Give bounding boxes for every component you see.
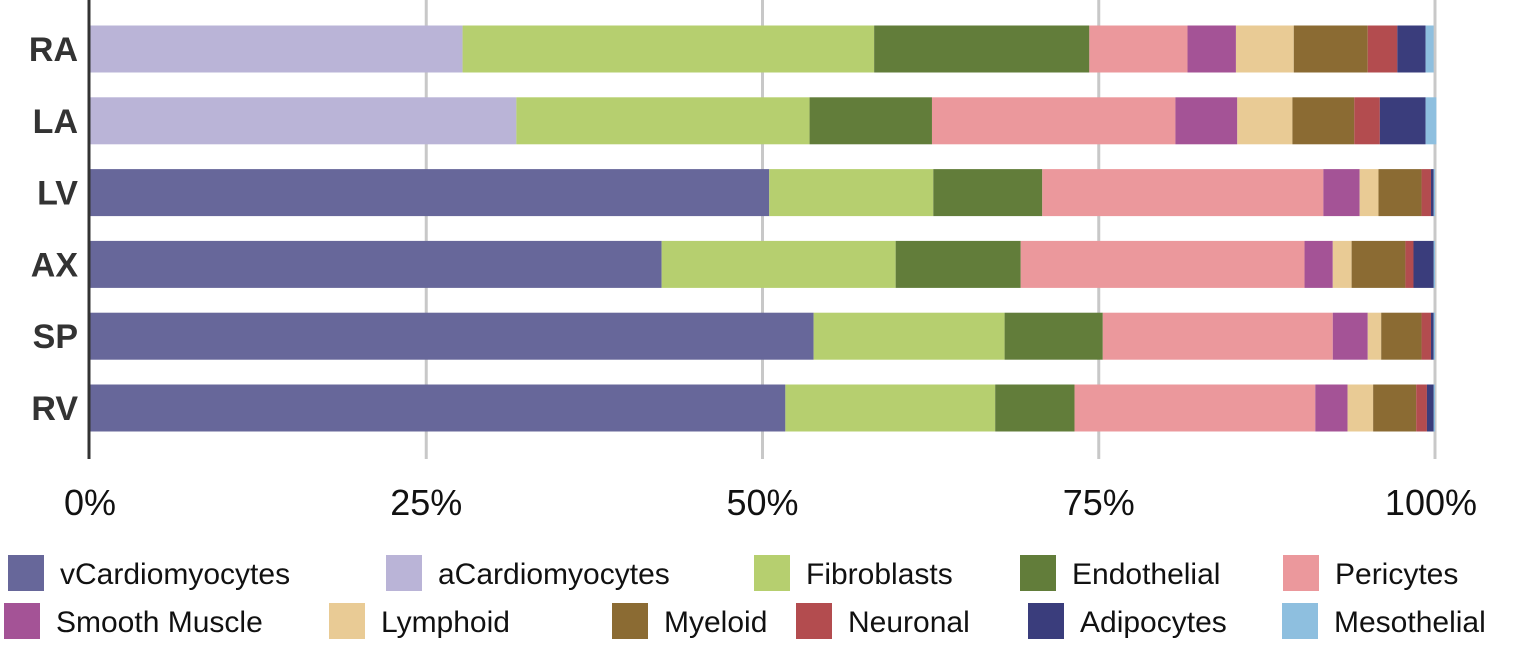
bar-segment bbox=[1373, 384, 1417, 432]
bar-segment bbox=[1332, 240, 1352, 288]
bar-segment bbox=[874, 25, 1090, 73]
bar-segment bbox=[1430, 312, 1434, 360]
legend-swatch bbox=[4, 603, 40, 639]
bar-segment bbox=[90, 25, 463, 73]
bar-segment bbox=[1433, 384, 1435, 432]
bar-segment bbox=[1102, 312, 1333, 360]
bar-segment bbox=[1413, 240, 1434, 288]
bar-segment bbox=[813, 312, 1005, 360]
bar-segment bbox=[933, 169, 1043, 217]
y-category-label: LV bbox=[37, 175, 78, 213]
legend-swatch bbox=[612, 603, 648, 639]
x-tick-label: 75% bbox=[1063, 482, 1135, 523]
legend-label: aCardiomyocytes bbox=[438, 558, 670, 591]
y-category-label: LA bbox=[33, 103, 78, 141]
bar-segment bbox=[1074, 384, 1316, 432]
legend-label: Pericytes bbox=[1335, 558, 1458, 591]
bar-segment bbox=[1332, 312, 1368, 360]
legend-swatch bbox=[386, 555, 422, 591]
bar-segment bbox=[1042, 169, 1324, 217]
bars bbox=[90, 25, 1437, 432]
bar-segment bbox=[90, 97, 517, 145]
bar-segment bbox=[895, 240, 1021, 288]
bar-segment bbox=[1235, 25, 1294, 73]
legend-label: Lymphoid bbox=[381, 606, 510, 639]
legend-swatch bbox=[1282, 603, 1318, 639]
bar-segment bbox=[1187, 25, 1236, 73]
bar-segment bbox=[1367, 25, 1398, 73]
bar-segment bbox=[1425, 25, 1434, 73]
bar-segment bbox=[1379, 97, 1426, 145]
y-category-label: AX bbox=[31, 246, 79, 284]
legend-label: Fibroblasts bbox=[806, 558, 953, 591]
legend-swatch bbox=[329, 603, 365, 639]
legend-label: vCardiomyocytes bbox=[60, 558, 290, 591]
legend-label: Adipocytes bbox=[1080, 606, 1227, 639]
axes: 0% 25% 50% 75% 100% RA LA LV AX SP RV bbox=[29, 0, 1477, 523]
bar-segment bbox=[90, 384, 786, 432]
bar-segment bbox=[1020, 240, 1305, 288]
bar-segment bbox=[1351, 240, 1406, 288]
bar-segment bbox=[1397, 25, 1426, 73]
bar-segment bbox=[1315, 384, 1348, 432]
x-tick-label: 25% bbox=[390, 482, 462, 523]
legend-swatch bbox=[796, 603, 832, 639]
bar-segment bbox=[1378, 169, 1422, 217]
legend-label: Endothelial bbox=[1072, 558, 1220, 591]
legend: vCardiomyocytes aCardiomyocytes Fibroblast… bbox=[4, 555, 1486, 639]
bar-segment bbox=[1367, 312, 1382, 360]
legend-swatch bbox=[1283, 555, 1319, 591]
bar-segment bbox=[931, 97, 1176, 145]
bar-segment bbox=[785, 384, 996, 432]
bar-segment bbox=[1405, 240, 1414, 288]
bar-segment bbox=[1347, 384, 1374, 432]
bar-segment bbox=[1381, 312, 1422, 360]
bar-segment bbox=[1323, 169, 1360, 217]
bar-segment bbox=[1421, 312, 1431, 360]
bar-segment bbox=[661, 240, 896, 288]
bar-segment bbox=[90, 312, 814, 360]
bar-segment bbox=[1004, 312, 1103, 360]
x-tick-label: 50% bbox=[726, 482, 798, 523]
legend-swatch bbox=[8, 555, 44, 591]
bar-segment bbox=[1433, 312, 1435, 360]
bar-segment bbox=[1237, 97, 1293, 145]
legend-label: Mesothelial bbox=[1334, 606, 1486, 639]
bar-segment bbox=[1416, 384, 1427, 432]
gridlines bbox=[424, 0, 1437, 459]
bar-segment bbox=[1354, 97, 1380, 145]
bar-segment bbox=[809, 97, 932, 145]
bar-segment bbox=[1425, 97, 1437, 145]
bar-segment bbox=[1433, 169, 1435, 217]
bar-segment bbox=[1175, 97, 1238, 145]
bar-segment bbox=[516, 97, 810, 145]
bar-segment bbox=[90, 169, 770, 217]
bar-segment bbox=[1433, 240, 1435, 288]
legend-swatch bbox=[1028, 603, 1064, 639]
legend-swatch bbox=[754, 555, 790, 591]
bar-segment bbox=[995, 384, 1075, 432]
y-category-label: SP bbox=[33, 318, 78, 356]
bar-segment bbox=[1421, 169, 1431, 217]
x-tick-label: 100% bbox=[1385, 482, 1477, 523]
bar-segment bbox=[1089, 25, 1188, 73]
legend-label: Neuronal bbox=[848, 606, 970, 639]
y-category-label: RA bbox=[29, 31, 78, 69]
bar-segment bbox=[1293, 25, 1368, 73]
legend-label: Myeloid bbox=[664, 606, 767, 639]
x-tick-label: 0% bbox=[64, 482, 116, 523]
legend-label: Smooth Muscle bbox=[56, 606, 263, 639]
bar-segment bbox=[1430, 169, 1434, 217]
bar-segment bbox=[90, 240, 662, 288]
bar-segment bbox=[1304, 240, 1333, 288]
legend-swatch bbox=[1020, 555, 1056, 591]
bar-segment bbox=[462, 25, 875, 73]
y-category-label: RV bbox=[31, 390, 78, 428]
bar-segment bbox=[769, 169, 934, 217]
bar-segment bbox=[1426, 384, 1434, 432]
bar-segment bbox=[1359, 169, 1379, 217]
bar-segment bbox=[1292, 97, 1355, 145]
